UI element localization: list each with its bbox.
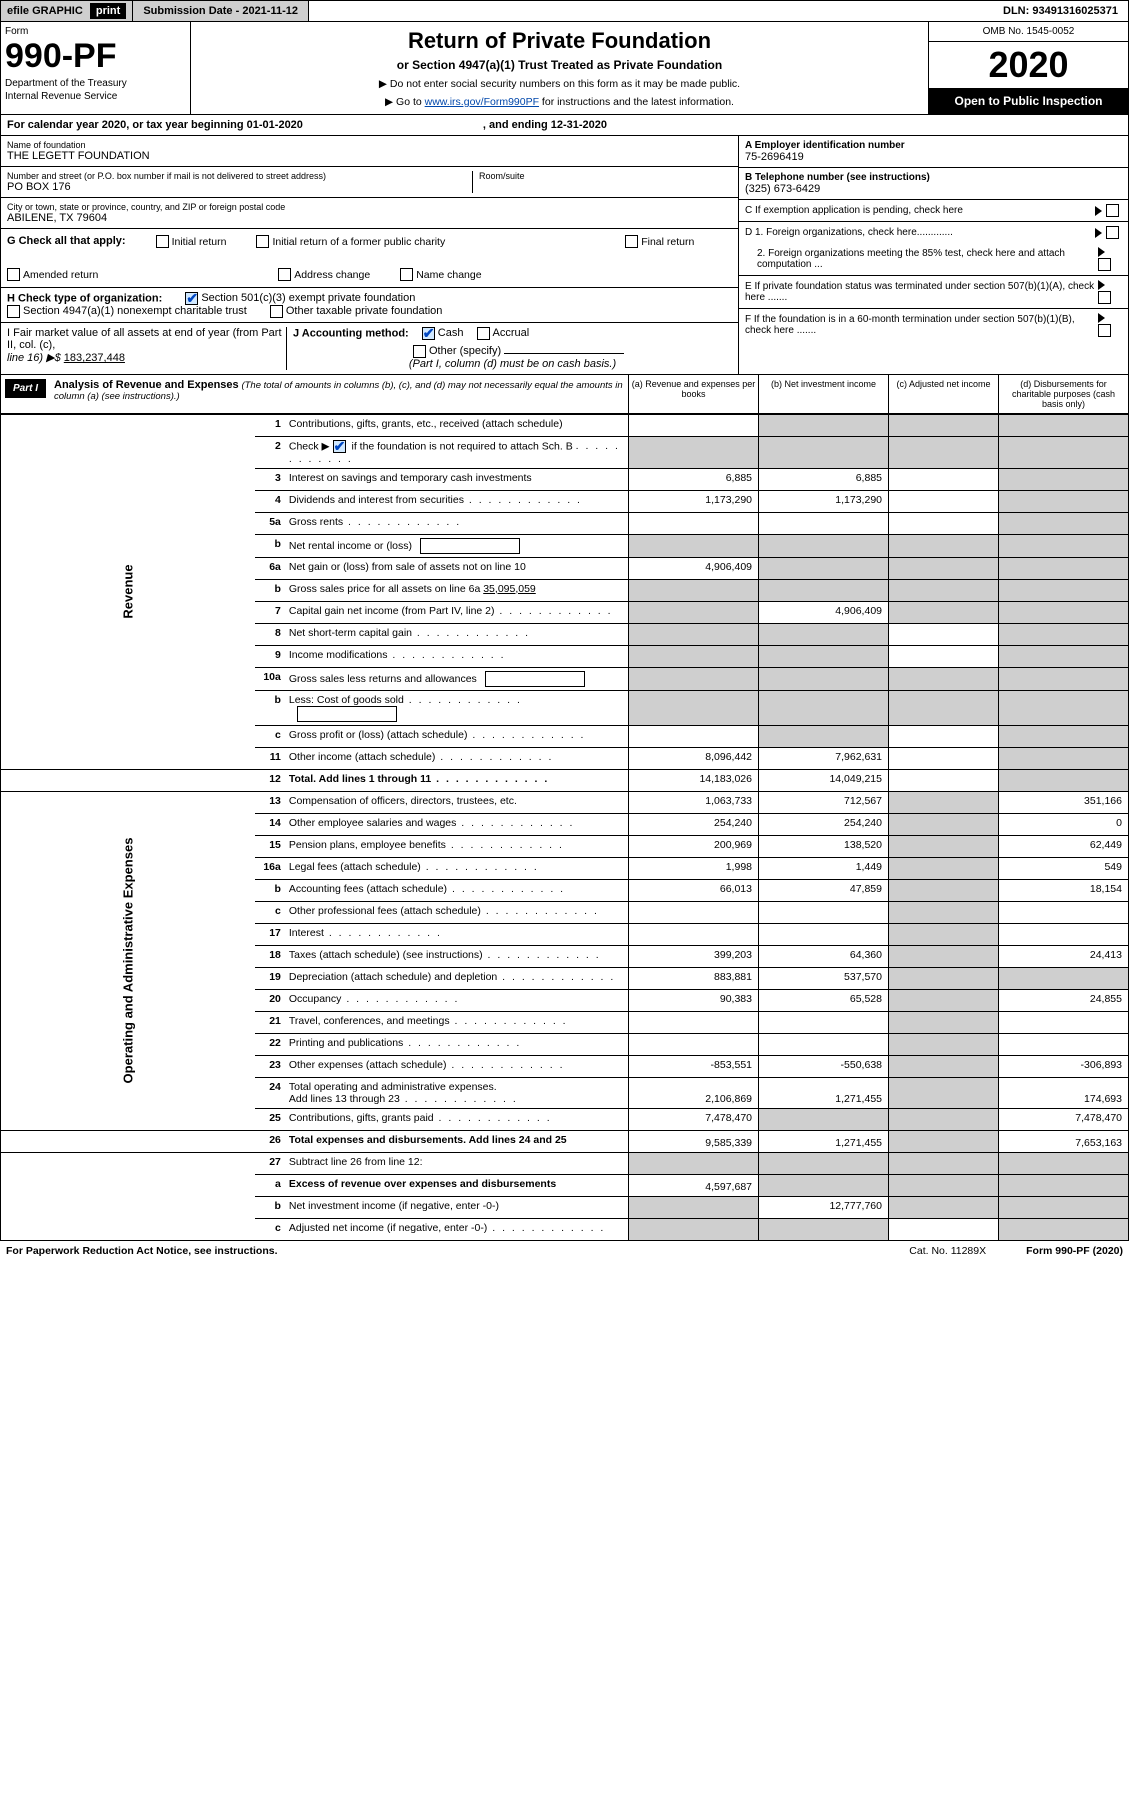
g-final-return[interactable]: Final return [625, 235, 694, 248]
part1-title: Analysis of Revenue and Expenses [54, 379, 239, 391]
efile-label: efile GRAPHIC print [1, 1, 133, 21]
submission-date: Submission Date - 2021-11-12 [133, 1, 309, 21]
tel-value: (325) 673-6429 [745, 183, 1122, 195]
expenses-sidelabel: Operating and Administrative Expenses [1, 791, 255, 1130]
j-accrual[interactable]: Accrual [477, 327, 530, 339]
schb-check[interactable] [333, 440, 346, 453]
city-value: ABILENE, TX 79604 [7, 212, 732, 224]
form-title: Return of Private Foundation [197, 28, 922, 54]
print-button[interactable]: print [90, 3, 126, 19]
calyear-begin: For calendar year 2020, or tax year begi… [7, 119, 303, 131]
city-label: City or town, state or province, country… [7, 202, 732, 212]
col-a-header: (a) Revenue and expenses per books [628, 375, 758, 413]
footer-catno: Cat. No. 11289X [909, 1245, 986, 1257]
form-subtitle: or Section 4947(a)(1) Trust Treated as P… [197, 58, 922, 72]
d1-check[interactable] [1095, 226, 1122, 239]
page-footer: For Paperwork Reduction Act Notice, see … [0, 1241, 1129, 1261]
g-label: G Check all that apply: [7, 235, 126, 248]
room-label: Room/suite [472, 171, 732, 193]
h-4947[interactable]: Section 4947(a)(1) nonexempt charitable … [7, 305, 247, 317]
header-right: OMB No. 1545-0052 2020 Open to Public In… [928, 22, 1128, 114]
footer-right: Form 990-PF (2020) [1026, 1245, 1123, 1257]
name-label: Name of foundation [7, 140, 732, 150]
irs-link[interactable]: www.irs.gov/Form990PF [425, 96, 539, 108]
f-check[interactable] [1098, 313, 1122, 337]
header-mid: Return of Private Foundation or Section … [191, 22, 928, 114]
col-b-header: (b) Net investment income [758, 375, 888, 413]
tax-year: 2020 [929, 42, 1128, 88]
form-header: Form 990-PF Department of the Treasury I… [0, 22, 1129, 115]
d2-check[interactable] [1098, 247, 1122, 271]
col-d-header: (d) Disbursements for charitable purpose… [998, 375, 1128, 413]
g-address-change[interactable]: Address change [278, 268, 370, 281]
dept-treasury: Department of the Treasury [5, 78, 186, 89]
ein-value: 75-2696419 [745, 151, 1122, 163]
g-amended[interactable]: Amended return [7, 268, 98, 281]
part1-header: Part I Analysis of Revenue and Expenses … [0, 375, 1129, 414]
col-c-header: (c) Adjusted net income [888, 375, 998, 413]
c-label: C If exemption application is pending, c… [745, 205, 963, 216]
g-name-change[interactable]: Name change [400, 268, 481, 281]
revenue-sidelabel: Revenue [1, 414, 255, 769]
c-check[interactable] [1095, 204, 1122, 217]
calyear-end: , and ending 12-31-2020 [483, 119, 607, 131]
form-word: Form [5, 26, 186, 37]
foundation-name: THE LEGETT FOUNDATION [7, 150, 732, 162]
j-note: (Part I, column (d) must be on cash basi… [293, 358, 732, 370]
i-value: 183,237,448 [64, 352, 125, 364]
h-other-taxable[interactable]: Other taxable private foundation [270, 305, 443, 317]
analysis-table: Revenue 1 Contributions, gifts, grants, … [0, 414, 1129, 1241]
efile-text: efile GRAPHIC [7, 5, 83, 17]
part1-tag: Part I [5, 379, 46, 398]
footer-left: For Paperwork Reduction Act Notice, see … [6, 1245, 278, 1257]
ein-label: A Employer identification number [745, 140, 1122, 151]
calendar-year-row: For calendar year 2020, or tax year begi… [0, 115, 1129, 136]
form-number: 990-PF [5, 37, 186, 76]
e-check[interactable] [1098, 280, 1122, 304]
header-left: Form 990-PF Department of the Treasury I… [1, 22, 191, 114]
addr-label: Number and street (or P.O. box number if… [7, 171, 472, 181]
g-initial-return[interactable]: Initial return [156, 235, 227, 248]
f-label: F If the foundation is in a 60-month ter… [745, 314, 1098, 336]
h-label: H Check type of organization: [7, 292, 162, 304]
e-label: E If private foundation status was termi… [745, 281, 1098, 303]
i-label: I Fair market value of all assets at end… [7, 327, 282, 351]
g-initial-public[interactable]: Initial return of a former public charit… [256, 235, 445, 248]
d1-label: D 1. Foreign organizations, check here..… [745, 227, 953, 238]
j-label: J Accounting method: [293, 327, 409, 339]
open-to-public: Open to Public Inspection [929, 88, 1128, 114]
d2-label: 2. Foreign organizations meeting the 85%… [745, 248, 1098, 270]
j-other[interactable]: Other (specify) [413, 345, 501, 357]
identification-block: Name of foundation THE LEGETT FOUNDATION… [0, 136, 1129, 375]
irs-label: Internal Revenue Service [5, 91, 186, 102]
dln: DLN: 93491316025371 [993, 1, 1128, 21]
topbar: efile GRAPHIC print Submission Date - 20… [0, 0, 1129, 22]
addr-value: PO BOX 176 [7, 181, 472, 193]
form-note1: ▶ Do not enter social security numbers o… [197, 78, 922, 90]
h-501c3[interactable]: Section 501(c)(3) exempt private foundat… [185, 292, 415, 304]
form-note2: ▶ Go to www.irs.gov/Form990PF for instru… [197, 96, 922, 108]
i-line: line 16) ▶$ [7, 352, 61, 364]
tel-label: B Telephone number (see instructions) [745, 172, 1122, 183]
omb-number: OMB No. 1545-0052 [929, 22, 1128, 42]
j-cash[interactable]: Cash [422, 327, 464, 339]
